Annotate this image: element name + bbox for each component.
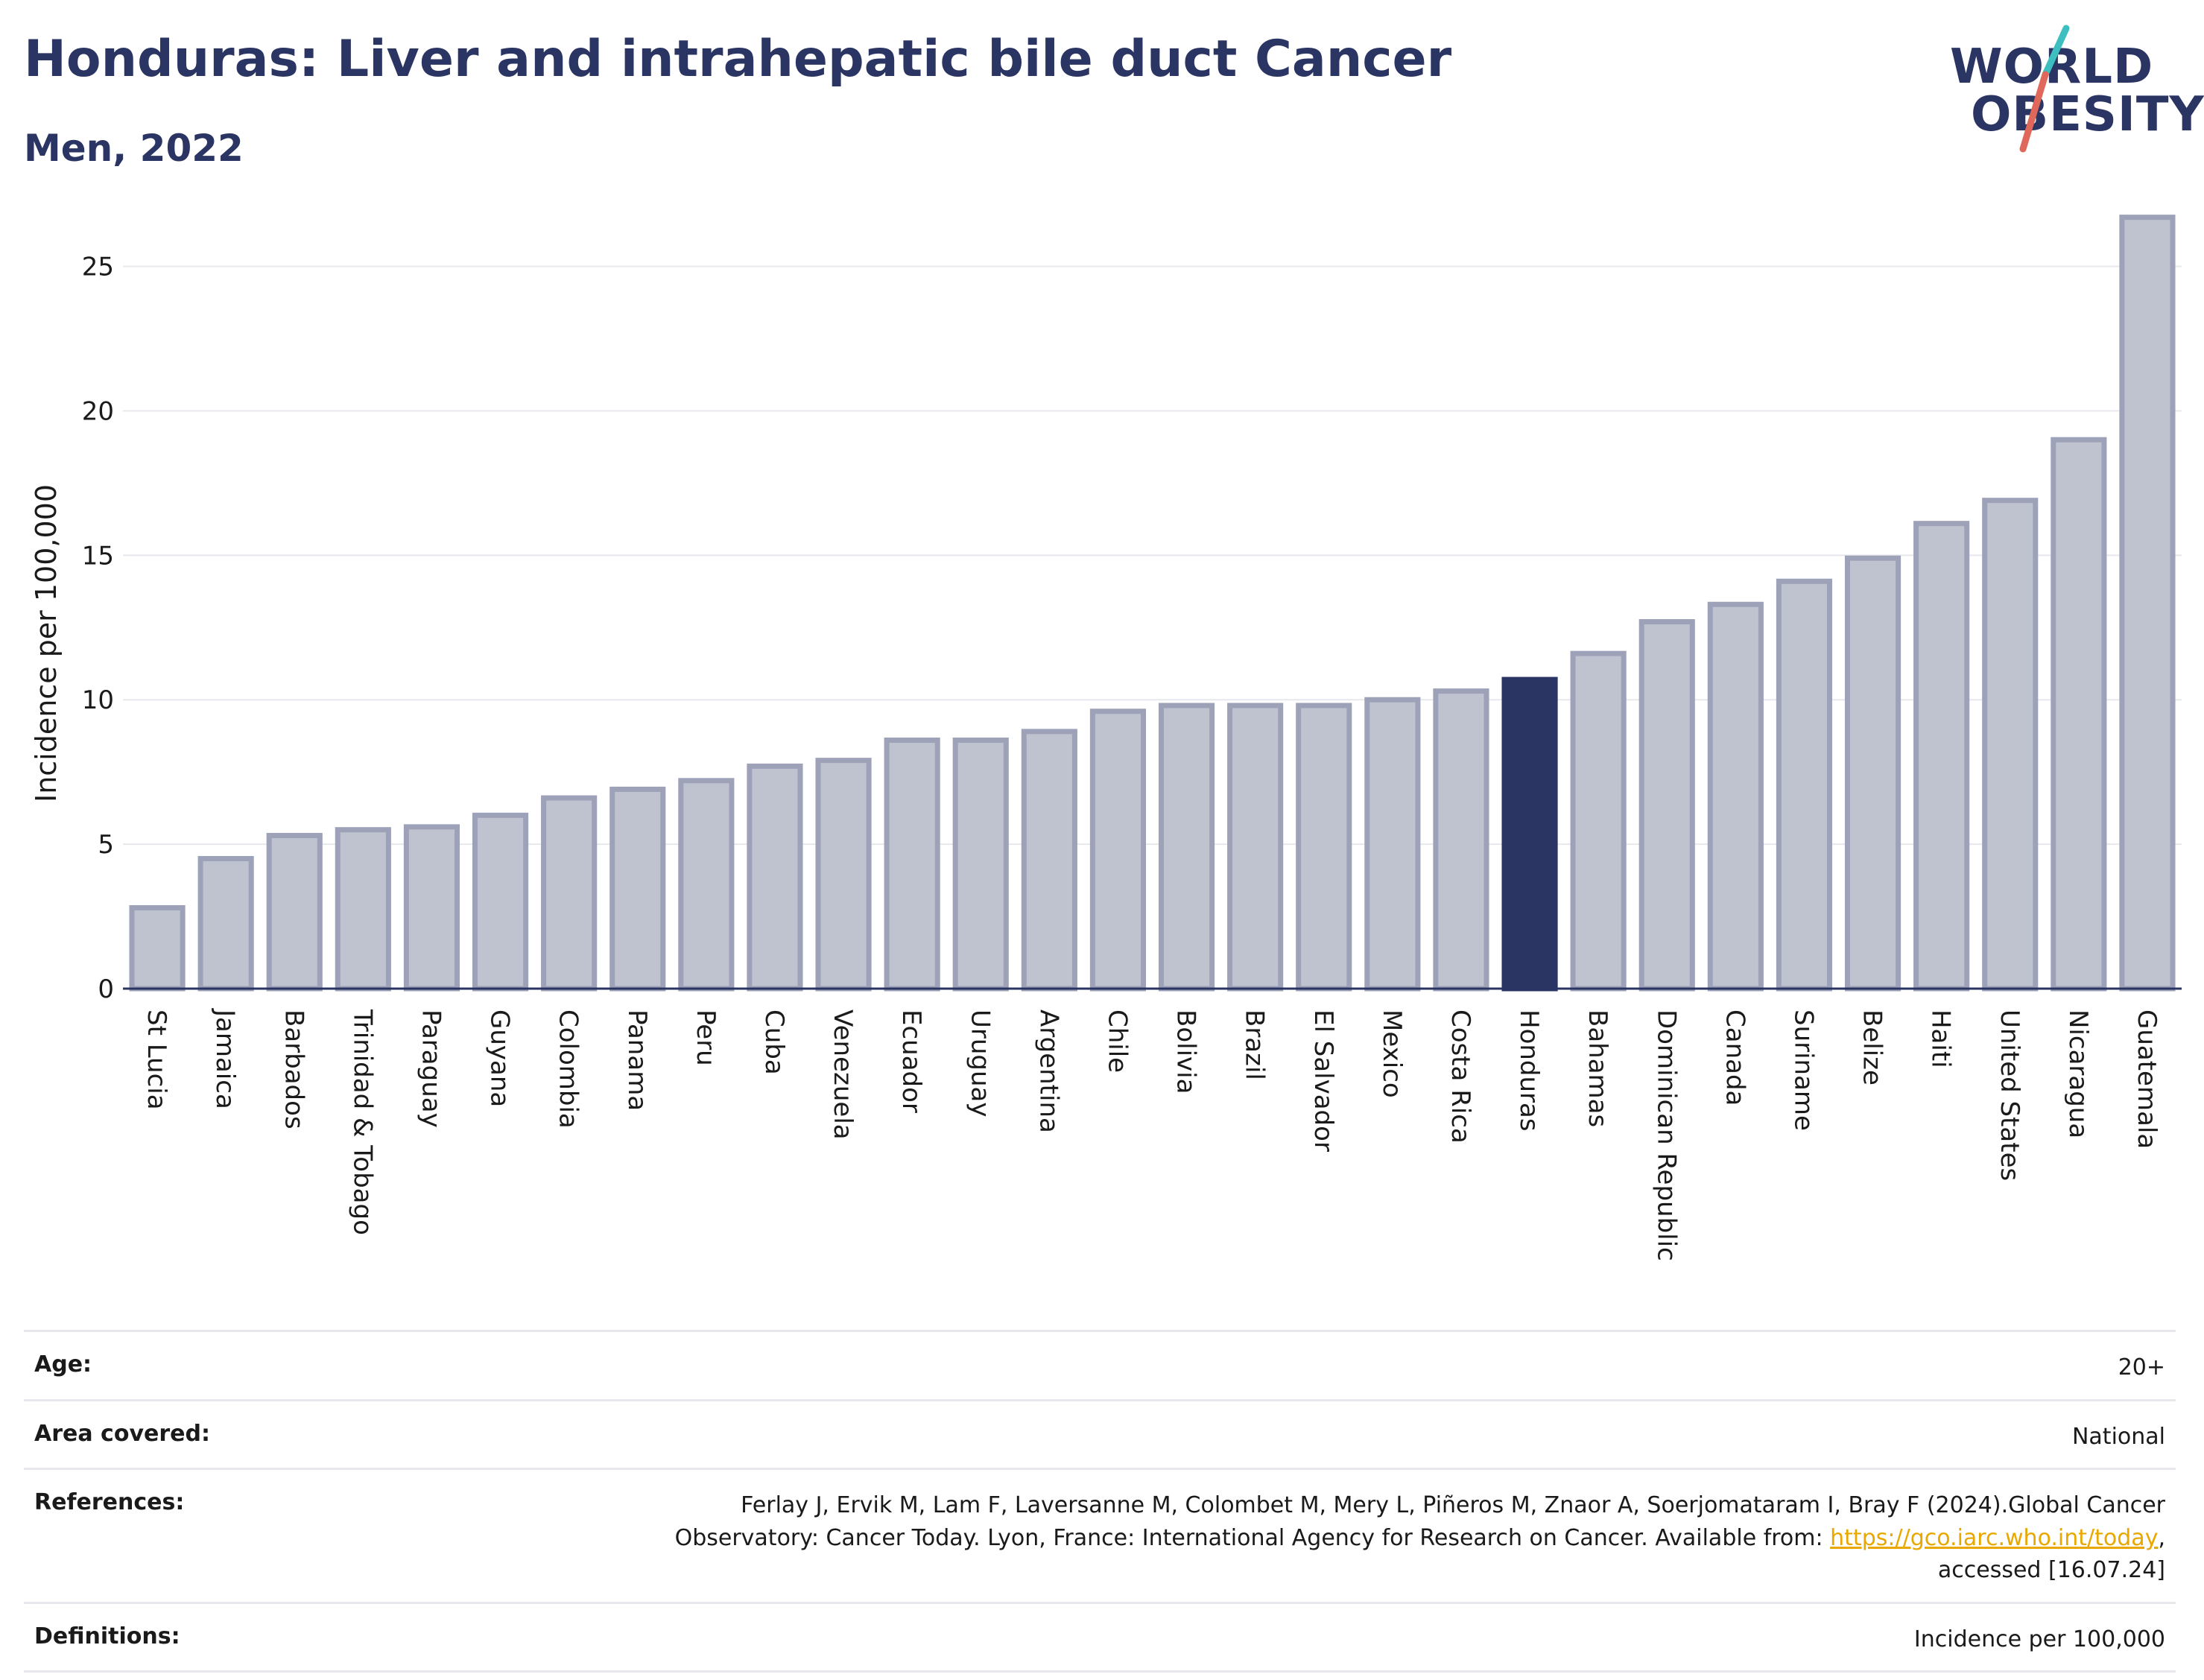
- x-tick-label: Panama: [622, 1009, 652, 1111]
- info-row-references: References: Ferlay J, Ervik M, Lam F, La…: [24, 1468, 2176, 1602]
- x-tick-label: Costa Rica: [1445, 1009, 1475, 1144]
- bar: [1707, 601, 1764, 992]
- area-value: National: [2071, 1423, 2165, 1450]
- x-tick-label: Colombia: [554, 1009, 583, 1129]
- y-tick-label: 10: [82, 685, 114, 715]
- bar: [1433, 688, 1489, 992]
- info-row-definitions: Definitions: Incidence per 100,000: [24, 1601, 2176, 1673]
- x-tick-label: Venezuela: [828, 1009, 858, 1140]
- bar: [747, 763, 803, 992]
- y-axis-ticks: 0 5 10 15 20 25: [82, 253, 114, 1004]
- x-tick-label: Brazil: [1240, 1009, 1270, 1080]
- bar: [1089, 709, 1147, 992]
- logo-line-2: OBESITY: [1971, 87, 2204, 142]
- x-tick-label: Chile: [1102, 1009, 1132, 1073]
- bar: [952, 738, 1009, 992]
- bar: [403, 824, 460, 992]
- chart-subtitle: Men, 2022: [24, 127, 244, 170]
- logo-slash-icon: [2019, 25, 2070, 153]
- bar: [266, 832, 323, 992]
- bar-highlight: [1501, 676, 1558, 992]
- x-tick-label: Guyana: [485, 1009, 515, 1107]
- world-obesity-logo: WORLD OBESITY: [1941, 22, 2204, 156]
- x-tick-label: Peru: [691, 1009, 721, 1066]
- y-axis-label: Incidence per 100,000: [30, 484, 63, 802]
- info-row-area: Area covered: National: [24, 1398, 2176, 1468]
- x-tick-label: St Lucia: [142, 1009, 171, 1110]
- x-tick-label: Argentina: [1033, 1009, 1063, 1133]
- bar: [1570, 650, 1627, 992]
- x-tick-label: Ecuador: [896, 1009, 926, 1113]
- bar: [1021, 729, 1077, 992]
- bar: [541, 795, 598, 992]
- grid-lines: [123, 265, 2182, 846]
- y-tick-label: 20: [82, 396, 114, 426]
- x-tick-label: Suriname: [1788, 1009, 1818, 1131]
- x-tick-label: El Salvador: [1308, 1009, 1338, 1152]
- x-tick-label: United States: [1995, 1009, 2024, 1181]
- bar: [197, 856, 254, 992]
- bar: [335, 827, 391, 992]
- info-table: Age: 20+ Area covered: National Referenc…: [24, 1330, 2176, 1673]
- bar: [1638, 619, 1695, 992]
- x-tick-label: Barbados: [279, 1009, 308, 1129]
- definitions-value: Incidence per 100,000: [1913, 1626, 2165, 1652]
- x-tick-label: Haiti: [1926, 1009, 1956, 1068]
- x-tick-label: Uruguay: [965, 1009, 995, 1118]
- x-tick-label: Trinidad & Tobago: [347, 1009, 377, 1235]
- x-tick-label: Nicaragua: [2063, 1009, 2093, 1138]
- x-tick-label: Bolivia: [1171, 1009, 1201, 1094]
- area-label: Area covered:: [34, 1420, 210, 1447]
- bar: [2051, 437, 2107, 992]
- x-tick-label: Guatemala: [2132, 1009, 2162, 1149]
- chart-title: Honduras: Liver and intrahepatic bile du…: [24, 30, 1452, 89]
- bar: [2119, 215, 2176, 992]
- x-tick-label: Honduras: [1514, 1009, 1544, 1132]
- x-axis-ticks: St Lucia Jamaica Barbados Trinidad & Tobago…: [142, 1008, 2162, 1261]
- age-value: 20+: [2118, 1354, 2165, 1381]
- references-tail: , accessed [16.07.24]: [1937, 1524, 2165, 1584]
- bar: [678, 778, 735, 992]
- bars: [129, 215, 2176, 992]
- references-label: References:: [34, 1489, 185, 1515]
- x-tick-label: Mexico: [1377, 1009, 1407, 1098]
- bar: [1982, 498, 2039, 992]
- bar: [1844, 555, 1901, 992]
- bar-chart: 0 5 10 15 20 25 St Lucia Jamaica Barbados Trinid…: [30, 215, 2182, 1261]
- x-tick-label: Belize: [1858, 1009, 1887, 1085]
- bar: [472, 812, 529, 992]
- x-tick-label: Jamaica: [210, 1008, 240, 1109]
- bar: [1913, 521, 1970, 992]
- x-tick-label: Dominican Republic: [1651, 1009, 1681, 1261]
- x-tick-label: Canada: [1720, 1009, 1749, 1106]
- bar: [815, 758, 872, 992]
- bar: [1158, 703, 1215, 992]
- bar: [1296, 703, 1352, 992]
- bar: [884, 738, 940, 992]
- y-tick-label: 25: [82, 253, 114, 282]
- bar: [129, 904, 186, 992]
- definitions-label: Definitions:: [34, 1623, 180, 1649]
- y-tick-label: 0: [98, 974, 114, 1004]
- references-value: Ferlay J, Ervik M, Lam F, Laversanne M, …: [615, 1489, 2165, 1587]
- references-text: Ferlay J, Ervik M, Lam F, Laversanne M, …: [674, 1492, 2165, 1551]
- bar: [1364, 697, 1421, 992]
- age-label: Age:: [34, 1351, 92, 1378]
- x-tick-label: Paraguay: [416, 1009, 446, 1128]
- references-link[interactable]: https://gco.iarc.who.int/today: [1830, 1524, 2159, 1551]
- y-tick-label: 15: [82, 541, 114, 571]
- y-tick-label: 5: [98, 830, 114, 860]
- x-tick-label: Cuba: [759, 1009, 789, 1075]
- bar: [609, 786, 666, 992]
- info-row-age: Age: 20+: [24, 1330, 2176, 1399]
- bar: [1776, 578, 1833, 992]
- x-tick-label: Bahamas: [1583, 1009, 1612, 1127]
- bar: [1227, 703, 1284, 992]
